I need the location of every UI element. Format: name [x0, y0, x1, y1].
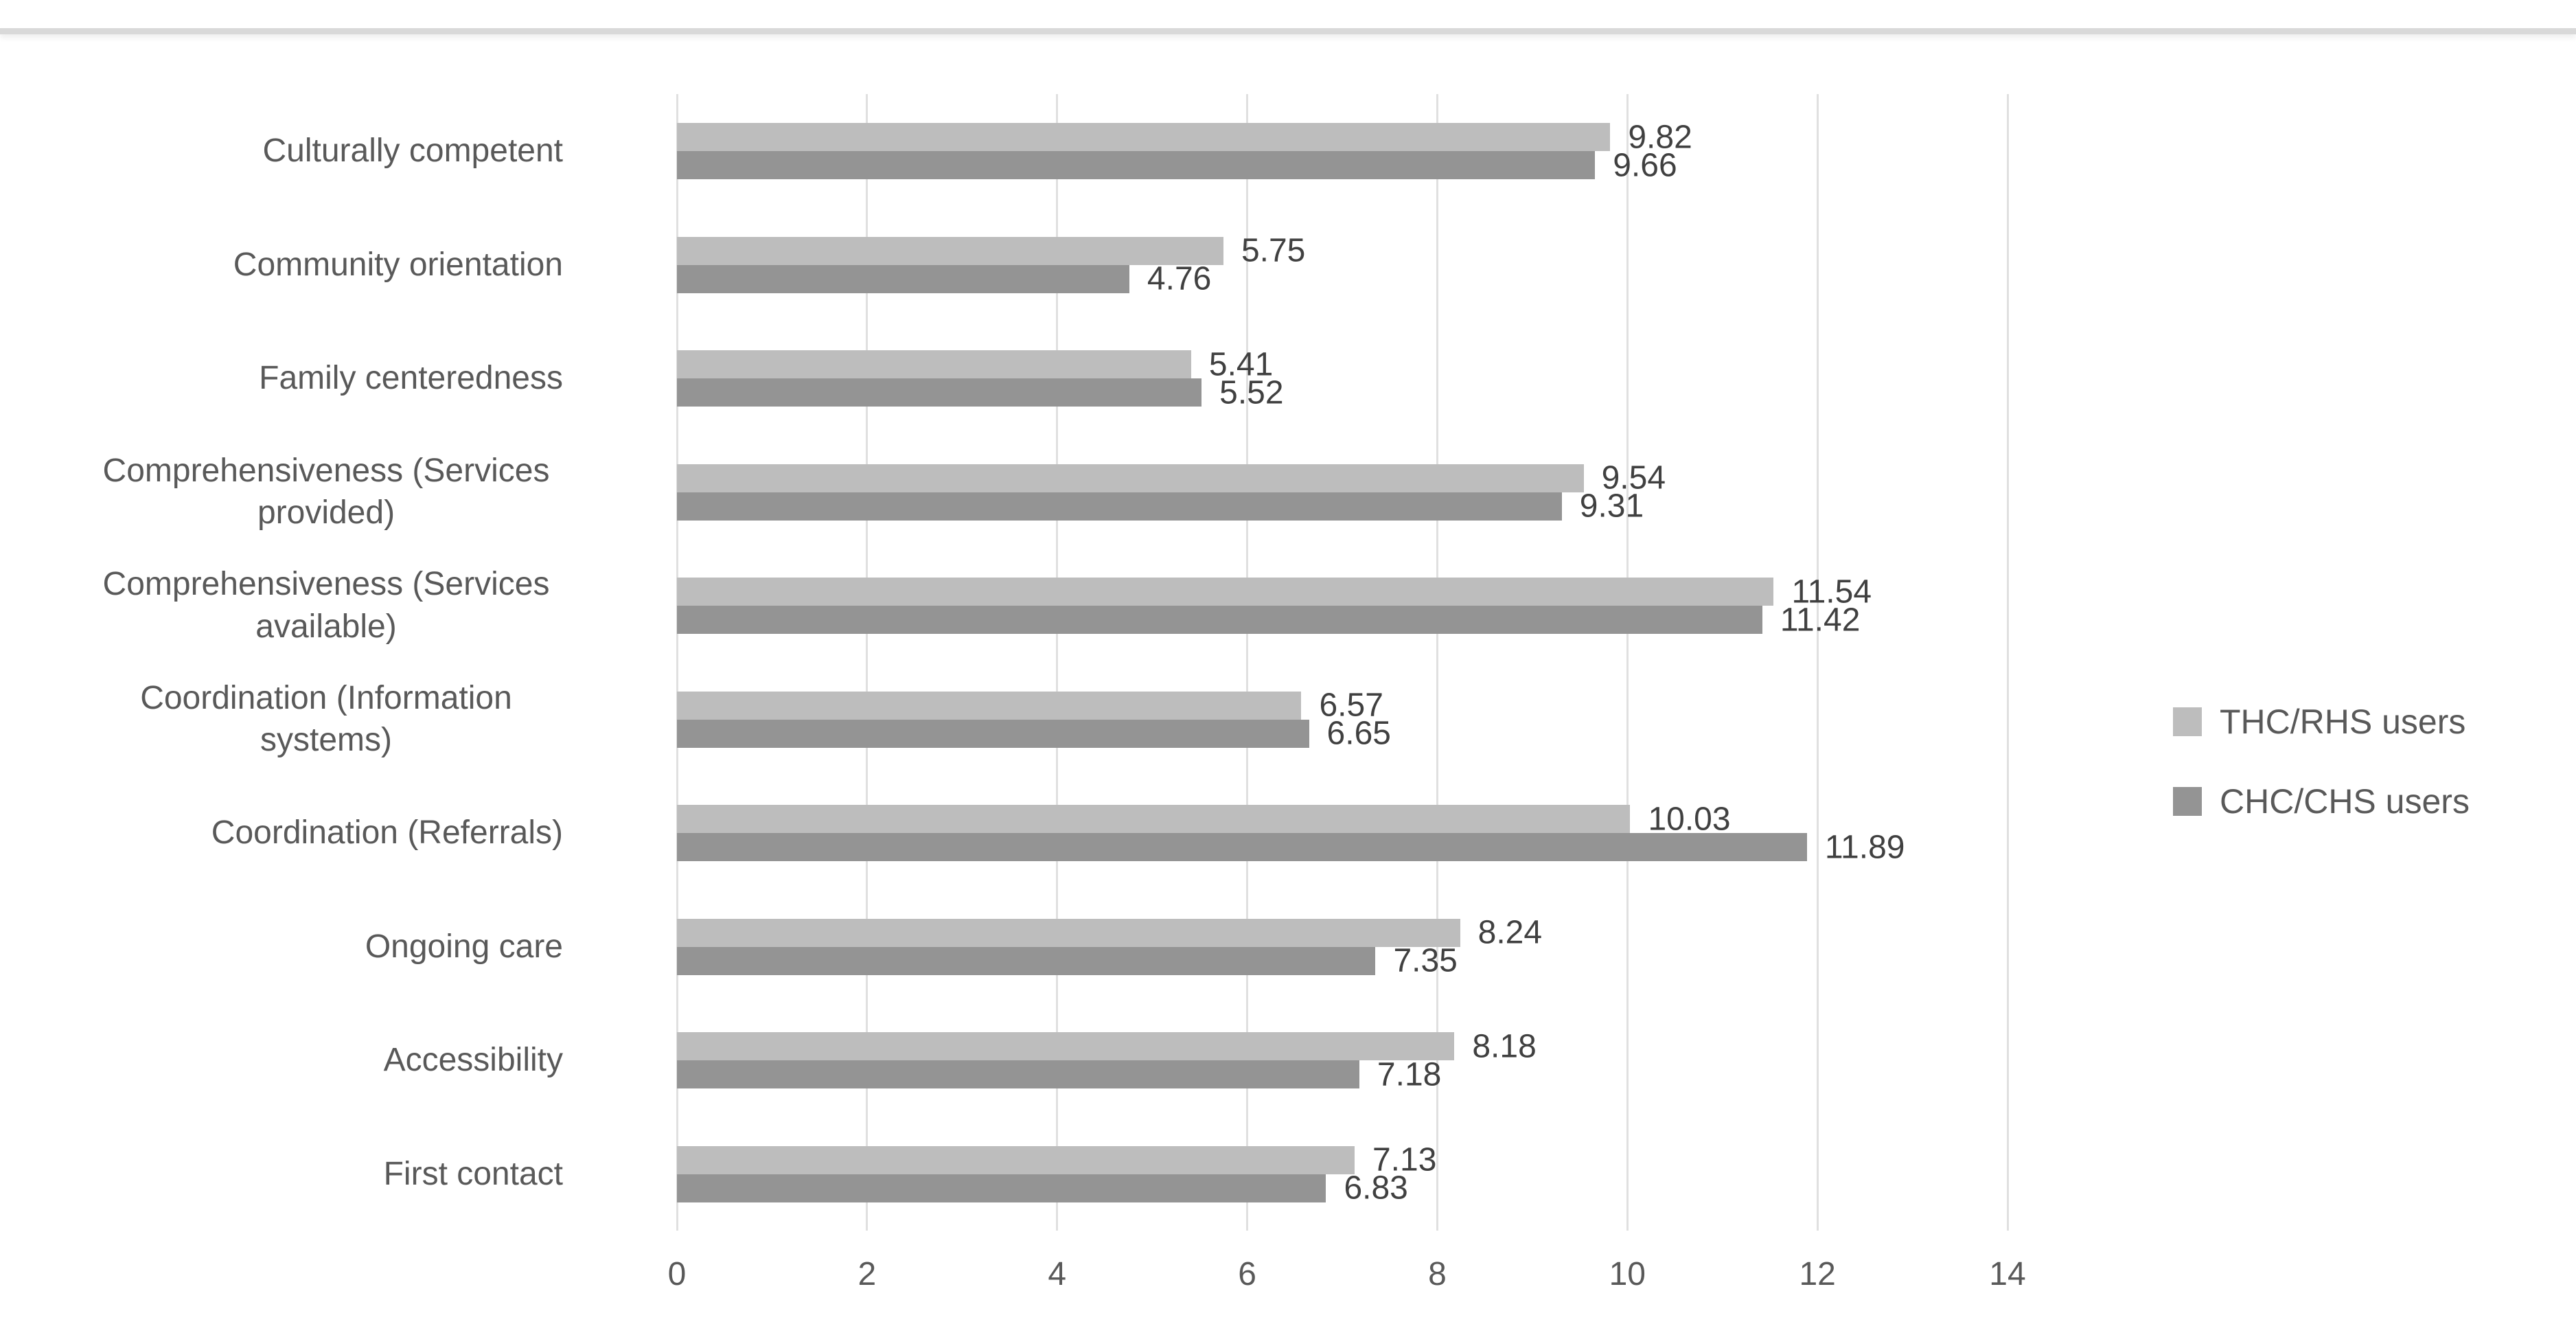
bar-thc-rhs-users — [677, 464, 1584, 492]
legend-item-chc-chs-users: CHC/CHS users — [2173, 781, 2470, 821]
bar-chc-chs-users — [677, 151, 1596, 179]
value-label: 5.52 — [1219, 374, 1284, 411]
value-label: 7.13 — [1372, 1141, 1437, 1178]
category-label: Culturally competent — [262, 133, 563, 170]
gridline — [1626, 94, 1629, 1231]
x-axis-tick-label: 8 — [1428, 1256, 1447, 1292]
bar-thc-rhs-users — [677, 578, 1774, 606]
legend-label: THC/RHS users — [2220, 703, 2466, 741]
gridline — [1056, 94, 1059, 1231]
x-axis-tick-label: 6 — [1238, 1256, 1256, 1292]
category-label: Ongoing care — [365, 928, 563, 965]
x-axis-tick-label: 4 — [1048, 1256, 1067, 1292]
value-label: 6.83 — [1344, 1169, 1408, 1207]
bar-chc-chs-users — [677, 719, 1309, 748]
category-label: Comprehensiveness (Services available) — [102, 566, 550, 645]
category-label-cell: Comprehensiveness (Services provided) — [0, 435, 563, 549]
category-label-cell: Coordination (Information systems) — [0, 663, 563, 777]
value-label: 11.42 — [1780, 602, 1861, 638]
bar-chc-chs-users — [677, 833, 1807, 861]
legend-swatch-thc-rhs-users — [2173, 707, 2202, 736]
gridline — [2006, 94, 2009, 1231]
category-label-cell: First contact — [0, 1117, 563, 1231]
value-label: 7.18 — [1377, 1056, 1442, 1093]
bar-thc-rhs-users — [677, 1032, 1455, 1060]
bar-thc-rhs-users — [677, 350, 1191, 378]
gridline — [676, 94, 678, 1231]
category-label: Family centeredness — [259, 360, 563, 397]
legend-item-thc-rhs-users: THC/RHS users — [2173, 702, 2470, 742]
legend-label: CHC/CHS users — [2220, 782, 2470, 821]
value-label: 11.54 — [1791, 573, 1872, 610]
value-label: 6.65 — [1326, 715, 1391, 752]
value-label: 9.82 — [1628, 119, 1692, 155]
gridline — [1816, 94, 1819, 1231]
value-label: 10.03 — [1648, 801, 1731, 837]
page-top-divider — [0, 28, 2576, 34]
value-label: 9.31 — [1579, 488, 1644, 525]
value-label: 5.75 — [1241, 232, 1306, 269]
category-label-cell: Coordination (Referrals) — [0, 776, 563, 890]
x-axis-tick-label: 10 — [1609, 1256, 1646, 1292]
bar-chc-chs-users — [677, 1174, 1326, 1202]
category-label: Coordination (Referrals) — [211, 814, 563, 852]
category-label: Accessibility — [383, 1042, 563, 1079]
category-label-cell: Comprehensiveness (Services available) — [0, 549, 563, 663]
category-label-cell: Family centeredness — [0, 321, 563, 435]
value-label: 11.89 — [1824, 829, 1905, 865]
bar-chc-chs-users — [677, 264, 1129, 293]
category-label: Coordination (Information systems) — [140, 679, 512, 759]
bar-thc-rhs-users — [677, 918, 1460, 947]
bar-thc-rhs-users — [677, 805, 1631, 833]
value-label: 4.76 — [1147, 260, 1212, 297]
bar-chc-chs-users — [677, 1060, 1359, 1088]
x-axis-tick-label: 14 — [1989, 1256, 2026, 1292]
bar-thc-rhs-users — [677, 123, 1611, 151]
value-label: 8.18 — [1472, 1028, 1537, 1064]
value-label: 5.41 — [1208, 346, 1274, 383]
category-label: Community orientation — [233, 246, 563, 283]
bar-chc-chs-users — [677, 946, 1376, 975]
category-label-cell: Community orientation — [0, 208, 563, 322]
bar-thc-rhs-users — [677, 1145, 1355, 1174]
bar-thc-rhs-users — [677, 236, 1223, 265]
bar-chc-chs-users — [677, 378, 1202, 407]
gridline — [1246, 94, 1249, 1231]
category-label-cell: Culturally competent — [0, 94, 563, 208]
category-label-cell: Ongoing care — [0, 890, 563, 1004]
value-label: 7.35 — [1393, 942, 1458, 979]
category-label: Comprehensiveness (Services provided) — [102, 452, 550, 532]
bar-chc-chs-users — [677, 492, 1562, 521]
gridline — [866, 94, 869, 1231]
x-axis-tick-label: 2 — [858, 1256, 877, 1292]
category-label: First contact — [383, 1155, 563, 1192]
gridline — [1436, 94, 1438, 1231]
legend-swatch-chc-chs-users — [2173, 787, 2202, 816]
bar-thc-rhs-users — [677, 691, 1302, 720]
value-label: 9.54 — [1601, 459, 1666, 497]
x-axis-tick-label: 12 — [1799, 1256, 1836, 1292]
legend: THC/RHS users CHC/CHS users — [2173, 702, 2470, 821]
bar-chc-chs-users — [677, 606, 1762, 634]
value-label: 6.57 — [1319, 687, 1383, 724]
value-label: 8.24 — [1477, 914, 1543, 951]
x-axis-tick-label: 0 — [667, 1256, 687, 1292]
value-label: 9.66 — [1613, 147, 1677, 183]
category-label-cell: Accessibility — [0, 1003, 563, 1117]
